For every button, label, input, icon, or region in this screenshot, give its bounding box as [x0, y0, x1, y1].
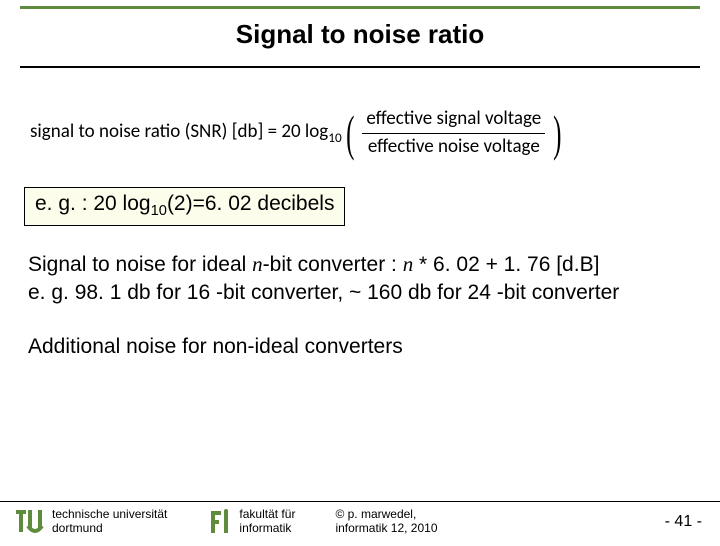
- snr-formula: signal to noise ratio (SNR) [db] = 20 lo…: [30, 108, 720, 159]
- formula-denominator: effective noise voltage: [364, 134, 544, 159]
- uni-line1: technische universität: [52, 508, 167, 522]
- title-underline: [20, 66, 700, 68]
- body-line-2: e. g. 98. 1 db for 16 -bit converter, ~ …: [28, 279, 720, 307]
- copyright: © p. marwedel, informatik 12, 2010: [335, 508, 664, 536]
- body-line-1: Signal to noise for ideal n-bit converte…: [28, 250, 720, 279]
- example-prefix: e. g. : 20 log: [35, 192, 151, 215]
- slide-footer: technische universität dortmund fakultät…: [0, 501, 720, 546]
- formula-numerator: effective signal voltage: [362, 108, 545, 134]
- formula-fraction: effective signal voltage effective noise…: [362, 108, 545, 159]
- formula-left-text: signal to noise ratio (SNR) [db] = 20 lo…: [30, 120, 328, 143]
- body1-a: Signal to noise for ideal: [28, 253, 252, 276]
- copy-line1: © p. marwedel,: [335, 508, 664, 522]
- fak-line1: fakultät für: [239, 508, 295, 522]
- fi-logo-icon: [209, 509, 231, 535]
- example-box: e. g. : 20 log10(2)=6. 02 decibels: [24, 187, 345, 226]
- university-name: technische universität dortmund: [52, 508, 167, 536]
- page-number: - 41 -: [665, 513, 702, 531]
- body-paragraph-2: Additional noise for non-ideal converter…: [28, 335, 720, 359]
- paren-right-icon: ): [553, 108, 561, 158]
- body1-c: * 6. 02 + 1. 76 [d.B]: [413, 253, 599, 276]
- body1-b: -bit converter :: [263, 253, 403, 276]
- fak-line2: informatik: [239, 522, 295, 536]
- example-suffix: (2)=6. 02 decibels: [167, 192, 335, 215]
- title-block: Signal to noise ratio: [0, 9, 720, 60]
- body-paragraph-1: Signal to noise for ideal n-bit converte…: [28, 250, 720, 308]
- body1-n1: n: [252, 252, 263, 276]
- uni-line2: dortmund: [52, 522, 167, 536]
- slide-title: Signal to noise ratio: [0, 19, 720, 50]
- example-base: 10: [151, 203, 167, 219]
- body1-n2: n: [403, 252, 414, 276]
- faculty-name: fakultät für informatik: [239, 508, 295, 536]
- tu-logo-icon: [14, 508, 44, 536]
- formula-log-base: 10: [328, 129, 341, 146]
- copy-line2: informatik 12, 2010: [335, 522, 664, 536]
- formula-left: signal to noise ratio (SNR) [db] = 20 lo…: [30, 120, 342, 146]
- paren-left-icon: (: [346, 108, 354, 158]
